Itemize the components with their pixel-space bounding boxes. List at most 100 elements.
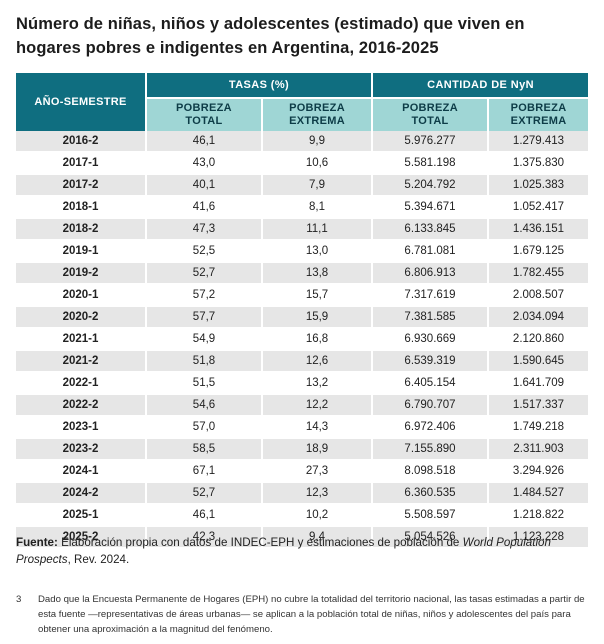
year-cell: 2020-2 (16, 306, 147, 329)
year-cell: 2021-2 (16, 350, 147, 373)
subheader-line: TOTAL (185, 115, 223, 127)
table-row: 2024-1 67,1 27,3 8.098.518 3.294.926 (16, 460, 589, 483)
subheader-line: POBREZA (289, 102, 345, 114)
year-cell: 2017-2 (16, 174, 147, 197)
year-cell: 2016-2 (16, 131, 147, 153)
rate-extreme-cell: 9,4 (262, 526, 374, 549)
table-row: 2020-2 57,7 15,9 7.381.585 2.034.094 (16, 306, 589, 329)
count-total-cell: 7.317.619 (372, 284, 490, 307)
table-row: 2017-1 43,0 10,6 5.581.198 1.375.830 (16, 152, 589, 175)
count-group-header: CANTIDAD DE NyN (372, 73, 589, 99)
year-cell: 2023-1 (16, 416, 147, 439)
count-extreme-cell: 1.484.527 (488, 482, 589, 505)
subheader-line: POBREZA (510, 102, 567, 114)
table-row: 2019-2 52,7 13,8 6.806.913 1.782.455 (16, 262, 589, 285)
rate-extreme-cell: 16,8 (262, 328, 374, 351)
source-text: Elaboración propia con datos de INDEC-EP… (61, 536, 460, 549)
rate-total-cell: 52,7 (146, 262, 263, 285)
rate-extreme-cell: 18,9 (262, 438, 374, 461)
year-cell: 2024-2 (16, 482, 147, 505)
subheader-line: POBREZA (402, 102, 458, 114)
rate-total-cell: 67,1 (146, 460, 263, 483)
year-cell: 2025-2 (16, 526, 147, 549)
count-total-cell: 6.360.535 (372, 482, 490, 505)
rate-total-cell: 57,2 (146, 284, 263, 307)
subheader-line: POBREZA (176, 102, 232, 114)
source-italic: World Population Prospects (16, 536, 551, 566)
rates-group-header: TASAS (%) (146, 73, 374, 99)
table-row: 2021-2 51,8 12,6 6.539.319 1.590.645 (16, 350, 589, 373)
rate-extreme-cell: 10,2 (262, 504, 374, 527)
count-extreme-cell: 1.279.413 (488, 131, 589, 153)
year-cell: 2019-2 (16, 262, 147, 285)
count-extreme-cell: 1.782.455 (488, 262, 589, 285)
year-cell: 2021-1 (16, 328, 147, 351)
year-cell: 2020-1 (16, 284, 147, 307)
count-extreme-cell: 1.679.125 (488, 240, 589, 263)
rate-total-cell: 58,5 (146, 438, 263, 461)
rate-total-poverty-header: POBREZA TOTAL (146, 98, 263, 131)
count-extreme-cell: 1.749.218 (488, 416, 589, 439)
rate-total-cell: 57,7 (146, 306, 263, 329)
count-total-cell: 5.394.671 (372, 196, 490, 219)
rate-total-cell: 40,1 (146, 174, 263, 197)
year-cell: 2022-1 (16, 372, 147, 395)
rate-extreme-cell: 27,3 (262, 460, 374, 483)
count-total-cell: 6.133.845 (372, 218, 490, 241)
year-cell: 2019-1 (16, 240, 147, 263)
count-extreme-cell: 1.517.337 (488, 394, 589, 417)
count-total-cell: 6.930.669 (372, 328, 490, 351)
count-extreme-cell: 1.590.645 (488, 350, 589, 373)
rate-extreme-cell: 7,9 (262, 174, 374, 197)
rate-extreme-cell: 15,7 (262, 284, 374, 307)
source-suffix: , Rev. 2024. (67, 553, 130, 566)
table-row: 2016-2 46,1 9,9 5.976.277 1.279.413 (16, 131, 589, 153)
count-total-cell: 8.098.518 (372, 460, 490, 483)
count-extreme-cell: 3.294.926 (488, 460, 589, 483)
count-extreme-cell: 2.120.860 (488, 328, 589, 351)
rate-extreme-cell: 11,1 (262, 218, 374, 241)
rate-extreme-cell: 12,3 (262, 482, 374, 505)
table-row: 2022-1 51,5 13,2 6.405.154 1.641.709 (16, 372, 589, 395)
rate-total-cell: 57,0 (146, 416, 263, 439)
year-semester-header: AÑO-SEMESTRE (16, 73, 147, 131)
footnote-number: 3 (16, 594, 22, 605)
poverty-table: AÑO-SEMESTRE TASAS (%) CANTIDAD DE NyN P… (16, 73, 589, 549)
count-extreme-cell: 1.436.151 (488, 218, 589, 241)
count-extreme-cell: 1.123.228 (488, 526, 589, 549)
rate-total-cell: 51,8 (146, 350, 263, 373)
year-cell: 2018-1 (16, 196, 147, 219)
count-total-cell: 5.508.597 (372, 504, 490, 527)
subheader-line: EXTREMA (289, 115, 345, 127)
table-row: 2017-2 40,1 7,9 5.204.792 1.025.383 (16, 174, 589, 197)
table-row: 2021-1 54,9 16,8 6.930.669 2.120.860 (16, 328, 589, 351)
count-extreme-cell: 1.218.822 (488, 504, 589, 527)
year-cell: 2023-2 (16, 438, 147, 461)
year-cell: 2017-1 (16, 152, 147, 175)
year-cell: 2025-1 (16, 504, 147, 527)
table-row: 2020-1 57,2 15,7 7.317.619 2.008.507 (16, 284, 589, 307)
count-total-cell: 7.155.890 (372, 438, 490, 461)
footnote-text: Dado que la Encuesta Permanente de Hogar… (38, 594, 585, 635)
count-extreme-cell: 2.311.903 (488, 438, 589, 461)
count-total-cell: 6.405.154 (372, 372, 490, 395)
footnote: 3 Dado que la Encuesta Permanente de Hog… (16, 592, 588, 637)
rate-total-cell: 54,6 (146, 394, 263, 417)
count-extreme-cell: 2.008.507 (488, 284, 589, 307)
table-row: 2022-2 54,6 12,2 6.790.707 1.517.337 (16, 394, 589, 417)
rate-total-cell: 52,5 (146, 240, 263, 263)
table-row: 2025-1 46,1 10,2 5.508.597 1.218.822 (16, 504, 589, 527)
year-cell: 2024-1 (16, 460, 147, 483)
rate-extreme-cell: 10,6 (262, 152, 374, 175)
count-extreme-cell: 1.375.830 (488, 152, 589, 175)
rate-extreme-cell: 13,8 (262, 262, 374, 285)
rate-extreme-cell: 8,1 (262, 196, 374, 219)
rate-extreme-cell: 13,0 (262, 240, 374, 263)
page-title: Número de niñas, niños y adolescentes (e… (16, 15, 525, 57)
rate-extreme-cell: 13,2 (262, 372, 374, 395)
rate-total-cell: 47,3 (146, 218, 263, 241)
rate-extreme-poverty-header: POBREZA EXTREMA (262, 98, 374, 131)
count-total-cell: 6.781.081 (372, 240, 490, 263)
table-row: 2018-1 41,6 8,1 5.394.671 1.052.417 (16, 196, 589, 219)
count-total-cell: 5.581.198 (372, 152, 490, 175)
